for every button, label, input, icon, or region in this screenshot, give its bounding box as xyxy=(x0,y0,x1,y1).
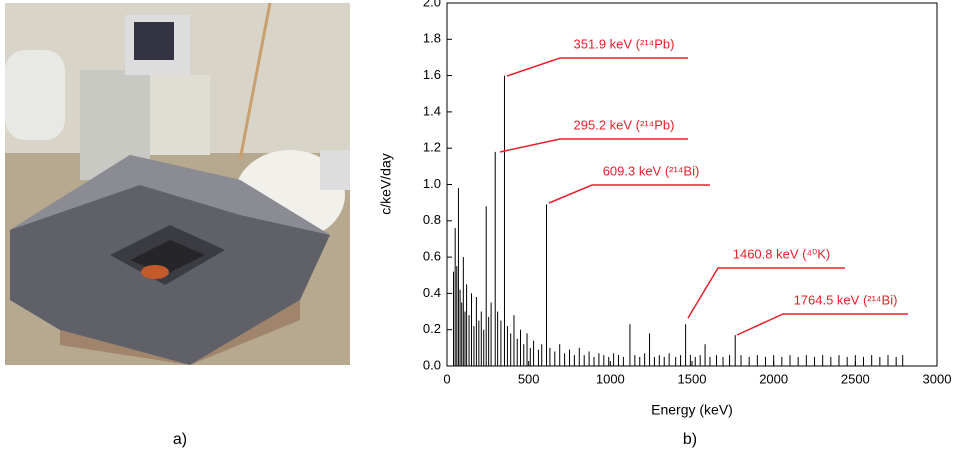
x-tick-label: 500 xyxy=(518,371,540,386)
y-tick-label: 1.6 xyxy=(423,67,441,82)
annotation: 1460.8 keV (⁴⁰K) xyxy=(733,246,831,261)
y-tick-label: 1.8 xyxy=(423,31,441,46)
x-tick-label: 1500 xyxy=(678,371,707,386)
y-tick-label: 1.4 xyxy=(423,103,441,118)
caption: b) xyxy=(683,431,697,448)
annotation: 351.9 keV (²¹⁴Pb) xyxy=(574,36,675,51)
annotation: 1764.5 keV (²¹⁴Bi) xyxy=(794,292,898,307)
y-tick-label: 0.6 xyxy=(423,249,441,264)
annotation: 609.3 keV (²¹⁴Bi) xyxy=(603,163,700,178)
caption: a) xyxy=(173,431,187,448)
annotation-leader xyxy=(736,313,908,336)
x-tick-label: 2500 xyxy=(841,371,870,386)
annotation-leader xyxy=(548,184,710,204)
photo xyxy=(5,2,350,365)
y-tick-label: 0.0 xyxy=(423,357,441,372)
y-tick-label: 1.0 xyxy=(423,176,441,191)
x-tick-label: 3000 xyxy=(923,371,952,386)
y-tick-label: 0.2 xyxy=(423,321,441,336)
annotation-leader xyxy=(687,267,845,319)
annotation-leader xyxy=(499,138,688,153)
y-tick-label: 0.4 xyxy=(423,285,441,300)
y-tick-label: 0.8 xyxy=(423,212,441,227)
y-tick-label: 1.2 xyxy=(423,140,441,155)
y-axis-label: c/keV/day xyxy=(378,153,394,214)
x-axis-label: Energy (keV) xyxy=(651,402,733,418)
x-tick-label: 1000 xyxy=(596,371,625,386)
y-tick-label: 2.0 xyxy=(423,0,441,9)
x-tick-label: 0 xyxy=(443,371,450,386)
annotation-leader xyxy=(506,57,688,77)
x-tick-label: 2000 xyxy=(759,371,788,386)
annotation: 295.2 keV (²¹⁴Pb) xyxy=(574,117,675,132)
